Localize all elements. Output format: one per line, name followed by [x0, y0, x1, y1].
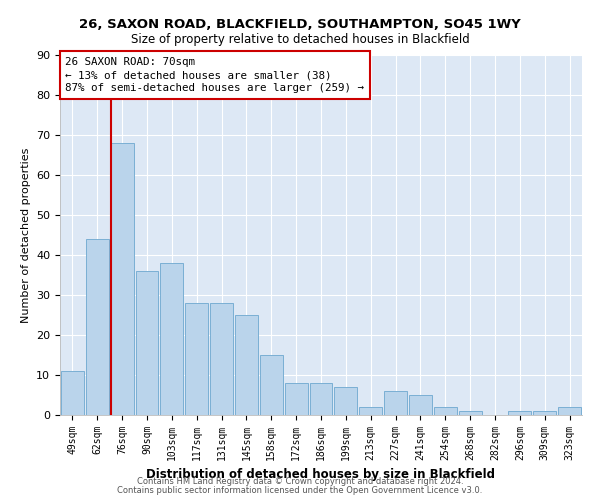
Bar: [136, 271, 158, 415]
Bar: [558, 407, 581, 415]
Bar: [210, 303, 233, 415]
Bar: [260, 355, 283, 415]
Text: 26 SAXON ROAD: 70sqm
← 13% of detached houses are smaller (38)
87% of semi-detac: 26 SAXON ROAD: 70sqm ← 13% of detached h…: [65, 57, 364, 93]
Bar: [533, 411, 556, 415]
Bar: [434, 407, 457, 415]
Y-axis label: Number of detached properties: Number of detached properties: [20, 148, 31, 322]
Bar: [334, 387, 357, 415]
Text: Contains HM Land Registry data © Crown copyright and database right 2024.: Contains HM Land Registry data © Crown c…: [137, 477, 463, 486]
Bar: [86, 239, 109, 415]
Bar: [235, 315, 258, 415]
Bar: [409, 395, 432, 415]
Bar: [61, 371, 84, 415]
Bar: [310, 383, 332, 415]
Bar: [185, 303, 208, 415]
Bar: [508, 411, 531, 415]
Bar: [111, 143, 134, 415]
Text: Size of property relative to detached houses in Blackfield: Size of property relative to detached ho…: [131, 32, 469, 46]
Bar: [359, 407, 382, 415]
Text: 26, SAXON ROAD, BLACKFIELD, SOUTHAMPTON, SO45 1WY: 26, SAXON ROAD, BLACKFIELD, SOUTHAMPTON,…: [79, 18, 521, 30]
Text: Contains public sector information licensed under the Open Government Licence v3: Contains public sector information licen…: [118, 486, 482, 495]
X-axis label: Distribution of detached houses by size in Blackfield: Distribution of detached houses by size …: [146, 468, 496, 481]
Bar: [459, 411, 482, 415]
Bar: [285, 383, 308, 415]
Bar: [160, 263, 183, 415]
Bar: [384, 391, 407, 415]
